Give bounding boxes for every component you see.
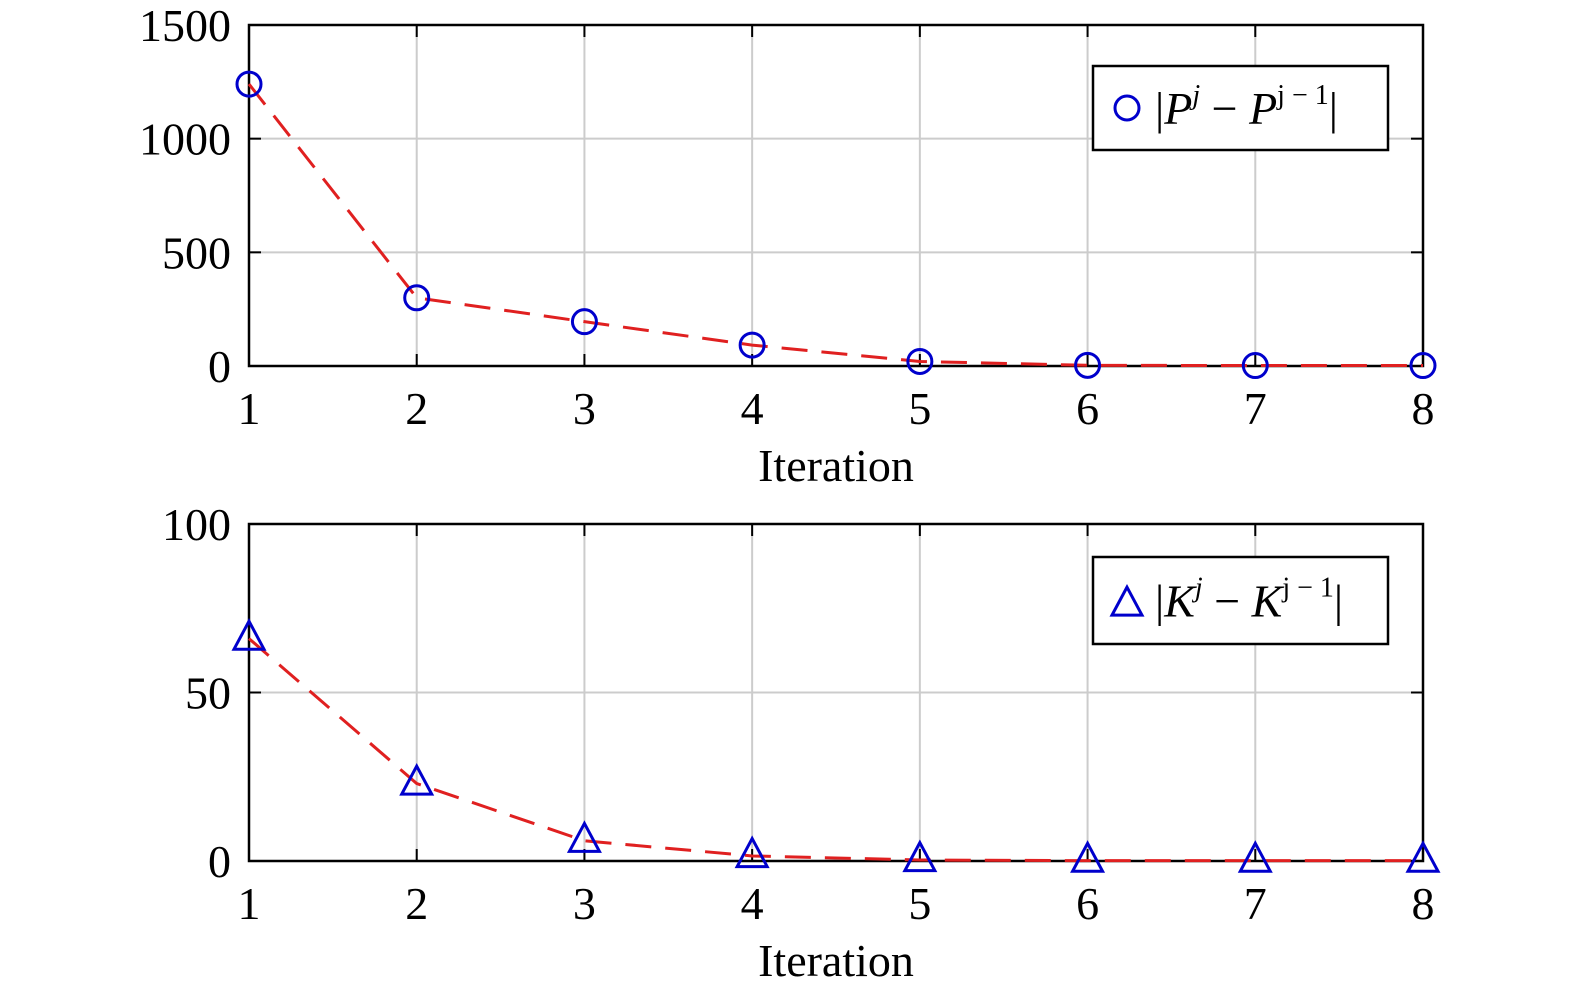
top-data-point-1 — [235, 70, 263, 98]
bottom-xtick-label-7: 7 — [1244, 878, 1267, 929]
top-legend-box — [1091, 64, 1390, 152]
top-data-point-3 — [570, 308, 598, 336]
top-ytick-label-1000: 1000 — [139, 114, 231, 165]
bottom-series-line — [248, 637, 1423, 863]
bottom-data-point-5 — [902, 839, 938, 873]
top-data-point-2 — [403, 284, 431, 312]
bottom-xtick-label-4: 4 — [741, 878, 764, 929]
bottom-ytick-label-0: 0 — [208, 836, 231, 887]
top-data-point-4 — [738, 331, 766, 359]
bottom-data-point-7 — [1237, 840, 1273, 873]
top-xtick-label-7: 7 — [1244, 383, 1267, 434]
top-series-line — [247, 83, 1423, 368]
top-xtick-label-4: 4 — [741, 383, 764, 434]
top-xtick-label-5: 5 — [908, 383, 931, 434]
top-data-point-5 — [906, 347, 934, 375]
bottom-data-point-3 — [566, 820, 602, 853]
bottom-xaxis-title: Iteration — [758, 935, 914, 986]
bottom-ytick-label-100: 100 — [162, 499, 231, 550]
bottom-ytick-label-50: 50 — [185, 668, 231, 719]
bottom-xtick-label-1: 1 — [238, 878, 261, 929]
top-chart-panel: 1 2 3 4 5 6 7 8 0 500 1000 1500 Iteration |Pj​ − Pj −… — [139, 0, 1437, 491]
top-data-point-7 — [1241, 352, 1269, 380]
top-xtick-label-2: 2 — [405, 383, 428, 434]
bottom-data-point-6 — [1070, 840, 1106, 873]
top-legend-circle-icon — [1113, 94, 1141, 122]
bottom-xtick-label-8: 8 — [1412, 878, 1435, 929]
top-legend-label: |Pj​ − Pj − 1​| — [1155, 80, 1338, 134]
top-xtick-label-1: 1 — [238, 383, 261, 434]
bottom-legend-label: |Kj​ − Kj − 1​| — [1155, 573, 1343, 627]
top-xtick-label-3: 3 — [573, 383, 596, 434]
top-xaxis-title: Iteration — [758, 440, 914, 491]
top-data-point-6 — [1074, 351, 1102, 379]
bottom-xtick-label-3: 3 — [573, 878, 596, 929]
bottom-data-point-4 — [734, 835, 770, 869]
top-ytick-label-500: 500 — [162, 227, 231, 278]
top-xtick-label-6: 6 — [1076, 383, 1099, 434]
top-ytick-label-0: 0 — [208, 341, 231, 392]
bottom-data-point-2 — [399, 762, 435, 796]
top-data-point-8 — [1409, 352, 1437, 380]
bottom-chart-panel: 1 2 3 4 5 6 7 8 0 50 100 Iteration |Kj​ − Kj − 1​| — [162, 499, 1441, 986]
top-ytick-label-1500: 1500 — [139, 0, 231, 51]
bottom-data-point-8 — [1405, 840, 1441, 873]
top-legend: |Pj​ − Pj − 1​| — [1091, 64, 1390, 152]
top-xtick-label-8: 8 — [1412, 383, 1435, 434]
bottom-xtick-label-6: 6 — [1076, 878, 1099, 929]
bottom-data-point-1 — [231, 618, 267, 651]
bottom-xtick-label-5: 5 — [908, 878, 931, 929]
top-axes-box — [247, 23, 1425, 368]
bottom-legend-triangle-icon — [1109, 583, 1145, 617]
bottom-legend: |Kj​ − Kj − 1​| — [1091, 555, 1390, 646]
bottom-legend-box — [1091, 555, 1390, 646]
bottom-xtick-label-2: 2 — [405, 878, 428, 929]
